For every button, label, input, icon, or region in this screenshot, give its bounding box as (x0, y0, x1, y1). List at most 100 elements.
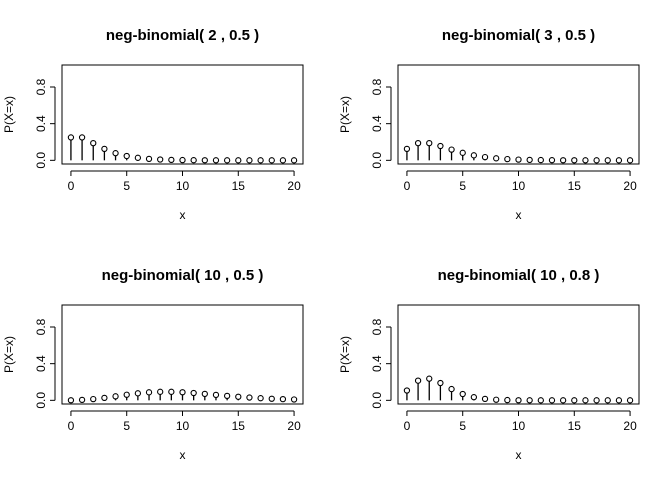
data-point (290, 396, 298, 403)
plot-frame (61, 304, 304, 405)
data-point (504, 155, 511, 163)
data-point (123, 152, 130, 160)
y-tick-label: 0.4 (370, 355, 384, 372)
x-tick-label: 15 (232, 419, 246, 433)
data-point (459, 390, 466, 398)
data-point (212, 157, 220, 164)
panel-4: neg-binomial( 10 , 0.8 ) 0 5 10 15 20 x 0.0 0.4 0… (338, 267, 640, 462)
x-tick-label: 5 (123, 419, 130, 433)
data-point (626, 157, 634, 164)
data-point (123, 391, 130, 398)
data-point (515, 397, 522, 404)
y-tick-label: 0.8 (370, 78, 384, 95)
panel-1: neg-binomial( 2 , 0.5 ) 0 5 10 15 20 x 0.0 0.4 0.… (2, 27, 304, 222)
data-point (90, 395, 97, 403)
data-point (145, 389, 153, 396)
data-point (134, 390, 142, 397)
data-point (582, 397, 589, 404)
data-point (67, 134, 75, 141)
panel-3: neg-binomial( 10 , 0.5 ) 0 5 10 15 20 x 0.0 0.4 0… (2, 267, 304, 462)
data-point (414, 139, 422, 147)
data-point (615, 397, 623, 404)
y-tick-label: 0.4 (34, 115, 48, 132)
x-axis-label: x (180, 448, 186, 462)
data-point (470, 152, 478, 159)
data-point (414, 377, 422, 384)
x-tick-label: 20 (623, 179, 637, 193)
data-point (268, 395, 275, 402)
data-point (526, 156, 533, 164)
y-axis-label: P(X=x) (2, 336, 16, 373)
data-point (403, 387, 411, 394)
data-point (257, 395, 264, 402)
plot-frame (397, 64, 640, 165)
data-point (459, 149, 466, 156)
data-point (559, 397, 567, 404)
x-tick-label: 0 (68, 179, 75, 193)
x-tick-label: 0 (68, 419, 75, 433)
data-point (78, 134, 86, 141)
x-tick-label: 20 (287, 179, 301, 193)
y-axis-label: P(X=x) (338, 96, 352, 133)
y-tick-label: 0.0 (370, 152, 384, 169)
data-point (481, 153, 489, 161)
data-point (571, 397, 578, 404)
data-point (67, 397, 75, 404)
data-point (246, 157, 253, 164)
data-point (604, 157, 611, 164)
y-tick-label: 0.0 (34, 392, 48, 409)
data-point (235, 393, 242, 400)
data-point (246, 394, 253, 401)
x-tick-label: 5 (459, 419, 466, 433)
data-point (279, 396, 287, 403)
data-point (582, 157, 589, 164)
data-point (593, 157, 600, 164)
data-point (437, 379, 444, 387)
data-point (179, 389, 186, 396)
x-tick-label: 10 (512, 419, 526, 433)
data-point (593, 397, 600, 404)
data-point (504, 396, 511, 404)
data-point (145, 155, 153, 163)
x-tick-label: 0 (404, 179, 411, 193)
data-point (403, 145, 411, 153)
data-point (134, 154, 142, 161)
plot-frame (397, 304, 640, 405)
plot-frame (61, 64, 304, 165)
x-tick-label: 10 (176, 179, 190, 193)
data-point (515, 156, 522, 163)
data-point (626, 397, 634, 404)
data-point (290, 157, 298, 164)
x-tick-label: 15 (568, 419, 582, 433)
data-point (90, 139, 97, 147)
data-point (548, 157, 556, 164)
data-point (78, 396, 86, 404)
data-point (537, 156, 544, 164)
data-point (201, 390, 208, 398)
data-point (426, 139, 433, 147)
data-point (190, 389, 197, 397)
data-point (279, 157, 287, 164)
data-point (223, 392, 231, 400)
data-point (257, 157, 264, 164)
y-tick-label: 0.8 (34, 78, 48, 95)
data-point (526, 397, 533, 404)
data-point (615, 157, 623, 164)
x-tick-label: 5 (123, 179, 130, 193)
data-point (112, 393, 119, 400)
chart-title: neg-binomial( 3 , 0.5 ) (442, 27, 595, 44)
data-point (470, 394, 478, 401)
y-axis-label: P(X=x) (338, 336, 352, 373)
data-point (604, 397, 611, 404)
y-tick-label: 0.4 (370, 115, 384, 132)
y-tick-label: 0.0 (34, 152, 48, 169)
x-tick-label: 10 (512, 179, 526, 193)
y-tick-label: 0.8 (34, 318, 48, 335)
data-point (168, 388, 175, 395)
data-point (157, 156, 164, 163)
x-axis-label: x (516, 208, 522, 222)
x-tick-label: 5 (459, 179, 466, 193)
data-point (201, 157, 208, 164)
data-point (437, 142, 444, 150)
x-tick-label: 15 (568, 179, 582, 193)
